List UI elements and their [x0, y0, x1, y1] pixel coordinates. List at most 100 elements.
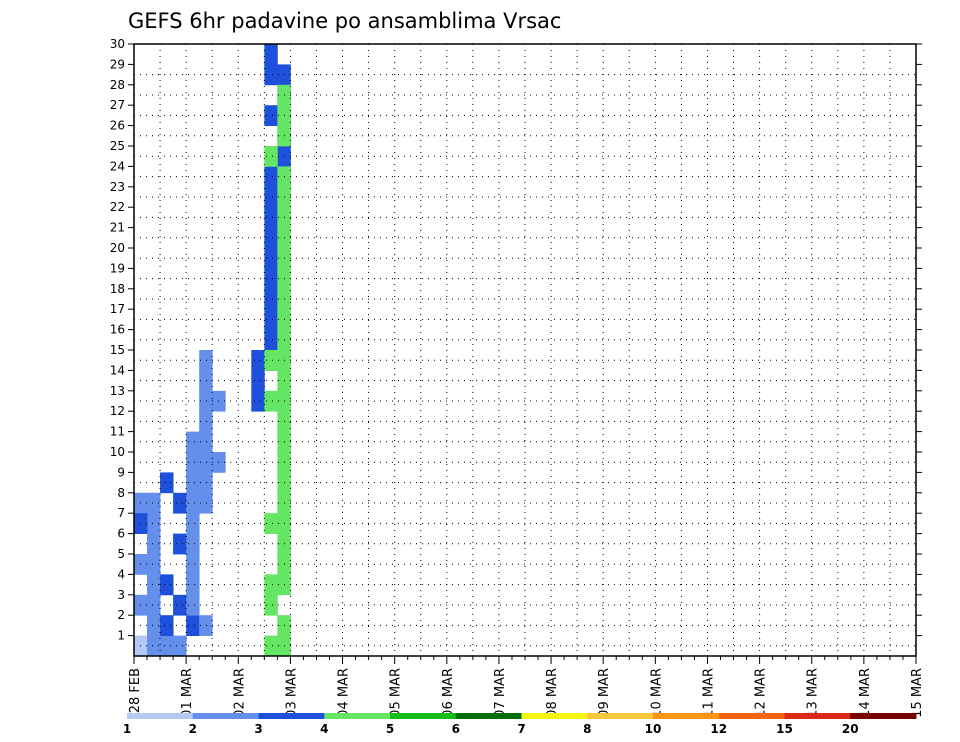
heatmap-cell: [264, 390, 278, 412]
heatmap-cell: [264, 350, 278, 371]
heatmap-cell: [147, 574, 161, 596]
heatmap-cell: [264, 329, 278, 351]
heatmap-cell: [147, 492, 161, 514]
heatmap-cell: [160, 635, 174, 657]
heatmap-cell: [199, 472, 213, 494]
colorbar-label: 1: [123, 722, 131, 736]
x-tick-label: 10 MAR: [649, 668, 664, 718]
heatmap-cell: [186, 513, 200, 534]
y-tick-label: 15: [110, 343, 125, 357]
heatmap-cell: [264, 186, 278, 208]
x-axis: 28 FEB 01 MAR 02 MAR 03 MAR 04 MAR 05 MAR 06 M…: [128, 656, 925, 718]
heatmap-cell: [264, 268, 278, 290]
colorbar-swatch: [127, 713, 194, 719]
heatmap-cell: [147, 533, 161, 555]
y-tick-label: 19: [110, 261, 125, 275]
colorbar-swatch: [324, 713, 391, 719]
colorbar-label: 12: [710, 722, 727, 736]
heatmap-cell: [264, 207, 278, 228]
colorbar-swatch: [258, 713, 325, 719]
x-tick-label: 13 MAR: [806, 668, 821, 718]
heatmap-cell: [199, 615, 213, 636]
heatmap-cell: [199, 350, 213, 371]
y-tick-label: 18: [110, 282, 125, 296]
colorbar-swatch: [587, 713, 654, 719]
heatmap-cell: [264, 146, 278, 167]
x-tick-label: 04 MAR: [337, 668, 352, 718]
colorbar-swatch: [718, 713, 785, 719]
x-tick-label: 02 MAR: [232, 668, 247, 718]
heatmap-cell: [173, 635, 187, 657]
y-tick-label: 10: [110, 445, 125, 459]
heatmap-cell: [186, 431, 200, 453]
x-tick-label: 05 MAR: [389, 668, 404, 718]
colorbar-swatch: [390, 713, 457, 719]
heatmap-cell: [264, 574, 278, 596]
heatmap-cell: [199, 452, 213, 473]
heatmap-cell: [147, 513, 161, 534]
heatmap-cell: [199, 411, 213, 432]
x-tick-label: 03 MAR: [284, 668, 299, 718]
colorbar-label: 4: [320, 722, 328, 736]
heatmap-cell: [160, 574, 174, 596]
heatmap-cell: [186, 472, 200, 494]
x-tick-label: 09 MAR: [597, 668, 612, 718]
heatmap-cell: [264, 64, 278, 86]
heatmap-cell: [173, 594, 187, 616]
heatmap-cell: [264, 248, 278, 269]
colorbar-label: 7: [517, 722, 525, 736]
heatmap-cell: [251, 390, 265, 412]
y-tick-label: 16: [110, 323, 125, 337]
heatmap-cell: [186, 554, 200, 575]
colorbar-label: 15: [776, 722, 793, 736]
grid: [134, 44, 916, 656]
y-tick-label: 5: [117, 547, 125, 561]
y-axis: 1234567891011121314151617181920212223242…: [110, 37, 922, 643]
heatmap-cell: [251, 370, 265, 392]
colorbar-label: 6: [452, 722, 460, 736]
heatmap-cell: [199, 431, 213, 453]
colorbar-label: 2: [189, 722, 197, 736]
colorbar-label: 10: [645, 722, 662, 736]
colorbar: 1 2 3 4 5 6 7 8 10 12 15 20: [123, 713, 917, 736]
colorbar-swatch: [653, 713, 720, 719]
y-tick-label: 25: [110, 139, 125, 153]
y-tick-label: 2: [117, 608, 125, 622]
y-tick-label: 28: [110, 78, 125, 92]
colorbar-swatch: [192, 713, 259, 719]
x-tick-label: 28 FEB: [128, 668, 143, 713]
y-tick-label: 11: [110, 425, 125, 439]
y-tick-label: 20: [110, 241, 125, 255]
chart-title: GEFS 6hr padavine po ansamblima Vrsac: [128, 9, 561, 33]
y-tick-label: 6: [117, 527, 125, 541]
heatmap-cell: [199, 390, 213, 412]
heatmap-cell: [147, 554, 161, 575]
colorbar-swatch: [455, 713, 522, 719]
y-tick-label: 21: [110, 221, 125, 235]
heatmap-cell: [186, 492, 200, 514]
heatmap-cell: [264, 635, 278, 657]
y-tick-label: 7: [117, 506, 125, 520]
y-tick-label: 17: [110, 302, 125, 316]
heatmap-cell: [264, 594, 278, 616]
y-tick-label: 13: [110, 384, 125, 398]
heatmap-cell: [147, 594, 161, 616]
colorbar-label: 8: [583, 722, 591, 736]
y-tick-label: 1: [117, 629, 125, 643]
colorbar-swatch: [784, 713, 851, 719]
y-tick-label: 4: [117, 567, 125, 581]
x-tick-label: 07 MAR: [493, 668, 508, 718]
heatmap-cell: [264, 44, 278, 65]
heatmap-cell: [199, 492, 213, 514]
heatmap-cell: [264, 227, 278, 249]
heatmap-cell: [173, 533, 187, 555]
y-tick-label: 8: [117, 486, 125, 500]
x-tick-label: 11 MAR: [701, 668, 716, 718]
colorbar-label: 5: [386, 722, 394, 736]
colorbar-swatch: [850, 713, 917, 719]
x-tick-label: 14 MAR: [858, 668, 873, 718]
heatmap-cell: [186, 574, 200, 596]
heatmap-cell: [173, 492, 187, 514]
y-tick-label: 12: [110, 404, 125, 418]
